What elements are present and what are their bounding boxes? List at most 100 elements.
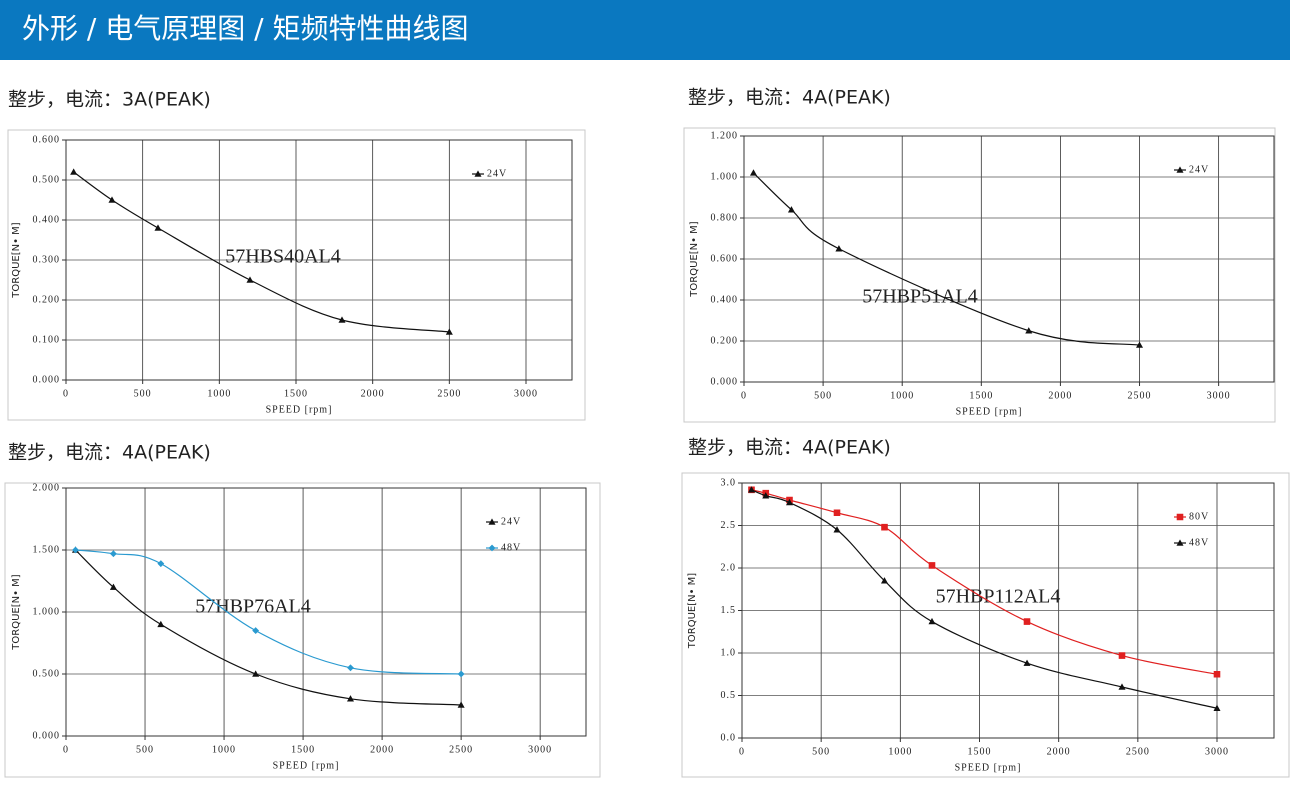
x-tick-label: 500 xyxy=(812,746,830,757)
marker xyxy=(1176,166,1184,173)
x-axis-label: SPEED [rpm] xyxy=(273,760,340,771)
chart-panel xyxy=(681,472,1290,778)
marker xyxy=(1136,341,1144,348)
x-tick-label: 500 xyxy=(136,744,154,755)
x-axis-label: SPEED [rpm] xyxy=(956,406,1023,417)
x-axis-label: SPEED [rpm] xyxy=(955,762,1022,773)
x-tick-label: 2000 xyxy=(1047,746,1071,757)
x-tick-label: 3000 xyxy=(1205,746,1229,757)
x-tick-label: 1000 xyxy=(212,744,236,755)
marker xyxy=(835,245,843,252)
y-tick-label: 0.500 xyxy=(33,668,61,679)
marker xyxy=(1176,513,1184,521)
y-tick-label: 1.5 xyxy=(721,605,737,616)
marker xyxy=(488,544,496,552)
marker xyxy=(787,206,795,213)
marker xyxy=(881,523,888,531)
marker xyxy=(1023,659,1031,666)
y-tick-label: 0.000 xyxy=(33,730,61,741)
series-line xyxy=(751,489,1218,675)
y-tick-label: 0.000 xyxy=(711,376,739,387)
marker xyxy=(109,550,117,558)
chart-caption: 整步，电流：4A(PEAK) xyxy=(8,442,211,464)
y-tick-label: 0.600 xyxy=(33,134,61,145)
legend-label: 48V xyxy=(1189,537,1209,548)
y-tick-label: 2.000 xyxy=(33,482,61,493)
y-axis-label: TORQUE[N• M] xyxy=(689,221,700,298)
model-annotation: 57HBP76AL4 xyxy=(195,596,311,618)
marker xyxy=(1213,704,1221,711)
marker xyxy=(474,170,482,177)
x-tick-label: 0 xyxy=(63,744,69,755)
x-tick-label: 500 xyxy=(814,390,832,401)
marker xyxy=(252,670,260,677)
y-tick-label: 1.0 xyxy=(721,647,737,658)
y-tick-label: 0.0 xyxy=(721,732,737,743)
x-tick-label: 0 xyxy=(739,746,745,757)
marker xyxy=(762,492,770,499)
x-tick-label: 1000 xyxy=(890,390,914,401)
y-tick-label: 1.200 xyxy=(711,130,739,141)
x-tick-label: 3000 xyxy=(528,744,552,755)
x-tick-label: 3000 xyxy=(514,388,538,399)
y-tick-label: 2.0 xyxy=(721,562,737,573)
legend-label: 24V xyxy=(1189,164,1209,175)
marker xyxy=(1025,327,1033,334)
marker xyxy=(109,583,117,590)
x-tick-label: 2000 xyxy=(370,744,394,755)
series-line xyxy=(753,172,1140,346)
marker xyxy=(70,168,78,175)
x-tick-label: 1500 xyxy=(969,390,993,401)
x-tick-label: 2500 xyxy=(449,744,473,755)
y-tick-label: 0.200 xyxy=(711,335,739,346)
x-axis-label: SPEED [rpm] xyxy=(266,404,333,415)
y-tick-label: 0.600 xyxy=(711,253,739,264)
x-tick-label: 1500 xyxy=(968,746,992,757)
series-line xyxy=(751,489,1218,709)
y-tick-label: 2.5 xyxy=(721,520,737,531)
marker xyxy=(154,224,162,231)
marker xyxy=(108,196,116,203)
marker xyxy=(928,617,936,625)
chart-panel xyxy=(683,127,1276,423)
marker xyxy=(747,486,756,493)
marker xyxy=(346,695,355,702)
chart-caption: 整步，电流：3A(PEAK) xyxy=(8,89,211,111)
chart-panel xyxy=(4,482,601,778)
x-tick-label: 1500 xyxy=(284,388,308,399)
y-tick-label: 0.400 xyxy=(711,294,739,305)
x-tick-label: 2000 xyxy=(361,388,385,399)
marker xyxy=(157,620,165,628)
marker xyxy=(457,701,465,708)
marker xyxy=(928,562,936,569)
marker xyxy=(1118,652,1126,659)
y-tick-label: 1.000 xyxy=(711,171,739,182)
marker xyxy=(488,518,496,525)
model-annotation: 57HBP112AL4 xyxy=(936,586,1061,608)
marker xyxy=(457,670,465,678)
header-bar xyxy=(0,0,1290,60)
x-tick-label: 2500 xyxy=(437,388,461,399)
marker xyxy=(72,546,79,554)
x-tick-label: 2000 xyxy=(1048,390,1072,401)
x-tick-label: 1500 xyxy=(291,744,315,755)
y-tick-label: 0.200 xyxy=(33,294,61,305)
y-tick-label: 1.500 xyxy=(33,544,61,555)
header-title: 外形 / 电气原理图 / 矩频特性曲线图 xyxy=(22,12,468,45)
marker xyxy=(1176,539,1184,546)
y-tick-label: 1.000 xyxy=(33,606,61,617)
legend-label: 24V xyxy=(487,168,507,179)
legend-label: 24V xyxy=(501,516,521,527)
marker xyxy=(252,627,260,635)
chart-caption: 整步，电流：4A(PEAK) xyxy=(688,87,891,109)
marker xyxy=(338,316,346,323)
x-tick-label: 1000 xyxy=(207,388,231,399)
y-tick-label: 0.000 xyxy=(33,374,61,385)
marker xyxy=(157,560,165,568)
marker xyxy=(1118,683,1126,690)
x-tick-label: 2500 xyxy=(1126,746,1150,757)
chart-caption: 整步，电流：4A(PEAK) xyxy=(688,437,891,459)
marker xyxy=(246,276,254,283)
marker xyxy=(749,169,758,176)
